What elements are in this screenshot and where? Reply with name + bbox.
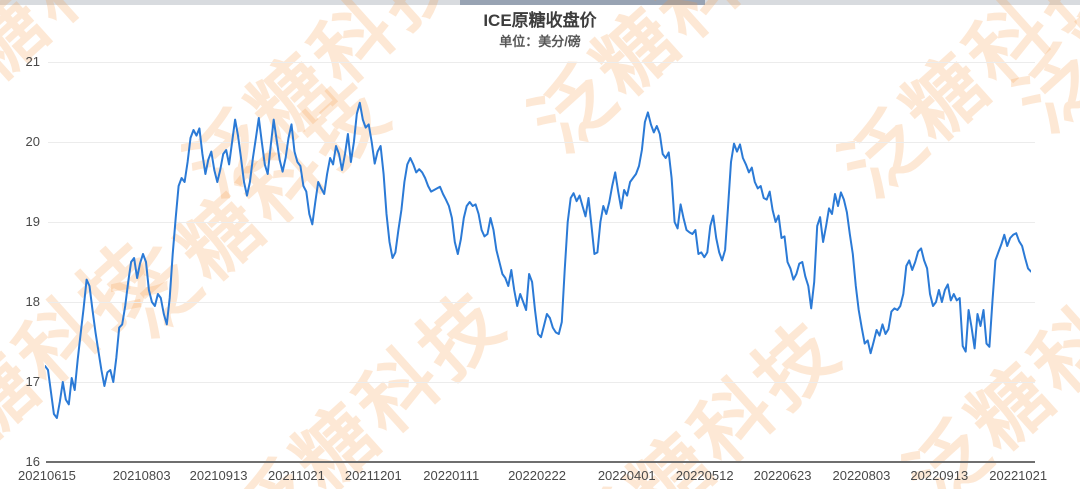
x-tick-label: 20220401	[597, 468, 656, 483]
x-tick-label: 20221021	[989, 468, 1048, 483]
price-line-series	[45, 101, 1031, 419]
x-tick-label: 20220803	[832, 468, 891, 483]
x-tick-label: 20220623	[753, 468, 812, 483]
x-tick-label: 20210913	[189, 468, 248, 483]
x-tick-label: 20211021	[267, 468, 325, 483]
x-tick-label: 20210615	[18, 468, 76, 483]
gridline	[48, 222, 1035, 223]
x-axis-line	[46, 461, 1035, 463]
gridline	[48, 382, 1035, 383]
x-tick-label: 20220913	[910, 468, 969, 483]
top-scrollbar-thumb[interactable]	[460, 0, 705, 5]
x-tick-label: 20211201	[344, 468, 402, 483]
x-tick-label: 20210803	[112, 468, 171, 483]
gridline	[48, 62, 1035, 63]
x-tick-label: 20220512	[675, 468, 734, 483]
y-tick-label: 21	[25, 54, 40, 69]
y-tick-label: 16	[25, 454, 40, 469]
chart-subtitle: 单位：美分/磅	[499, 34, 581, 49]
y-tick-label: 17	[25, 374, 40, 389]
top-scrollbar-track[interactable]	[0, 0, 1080, 5]
y-tick-label: 18	[25, 294, 40, 309]
y-tick-label: 20	[25, 134, 40, 149]
gridline	[48, 302, 1035, 303]
price-line-chart[interactable]	[45, 62, 1031, 466]
chart-title: ICE原糖收盘价	[483, 11, 597, 30]
gridline	[48, 142, 1035, 143]
y-tick-label: 19	[25, 214, 40, 229]
x-tick-label: 20220111	[423, 468, 480, 483]
x-tick-label: 20220222	[508, 468, 566, 483]
